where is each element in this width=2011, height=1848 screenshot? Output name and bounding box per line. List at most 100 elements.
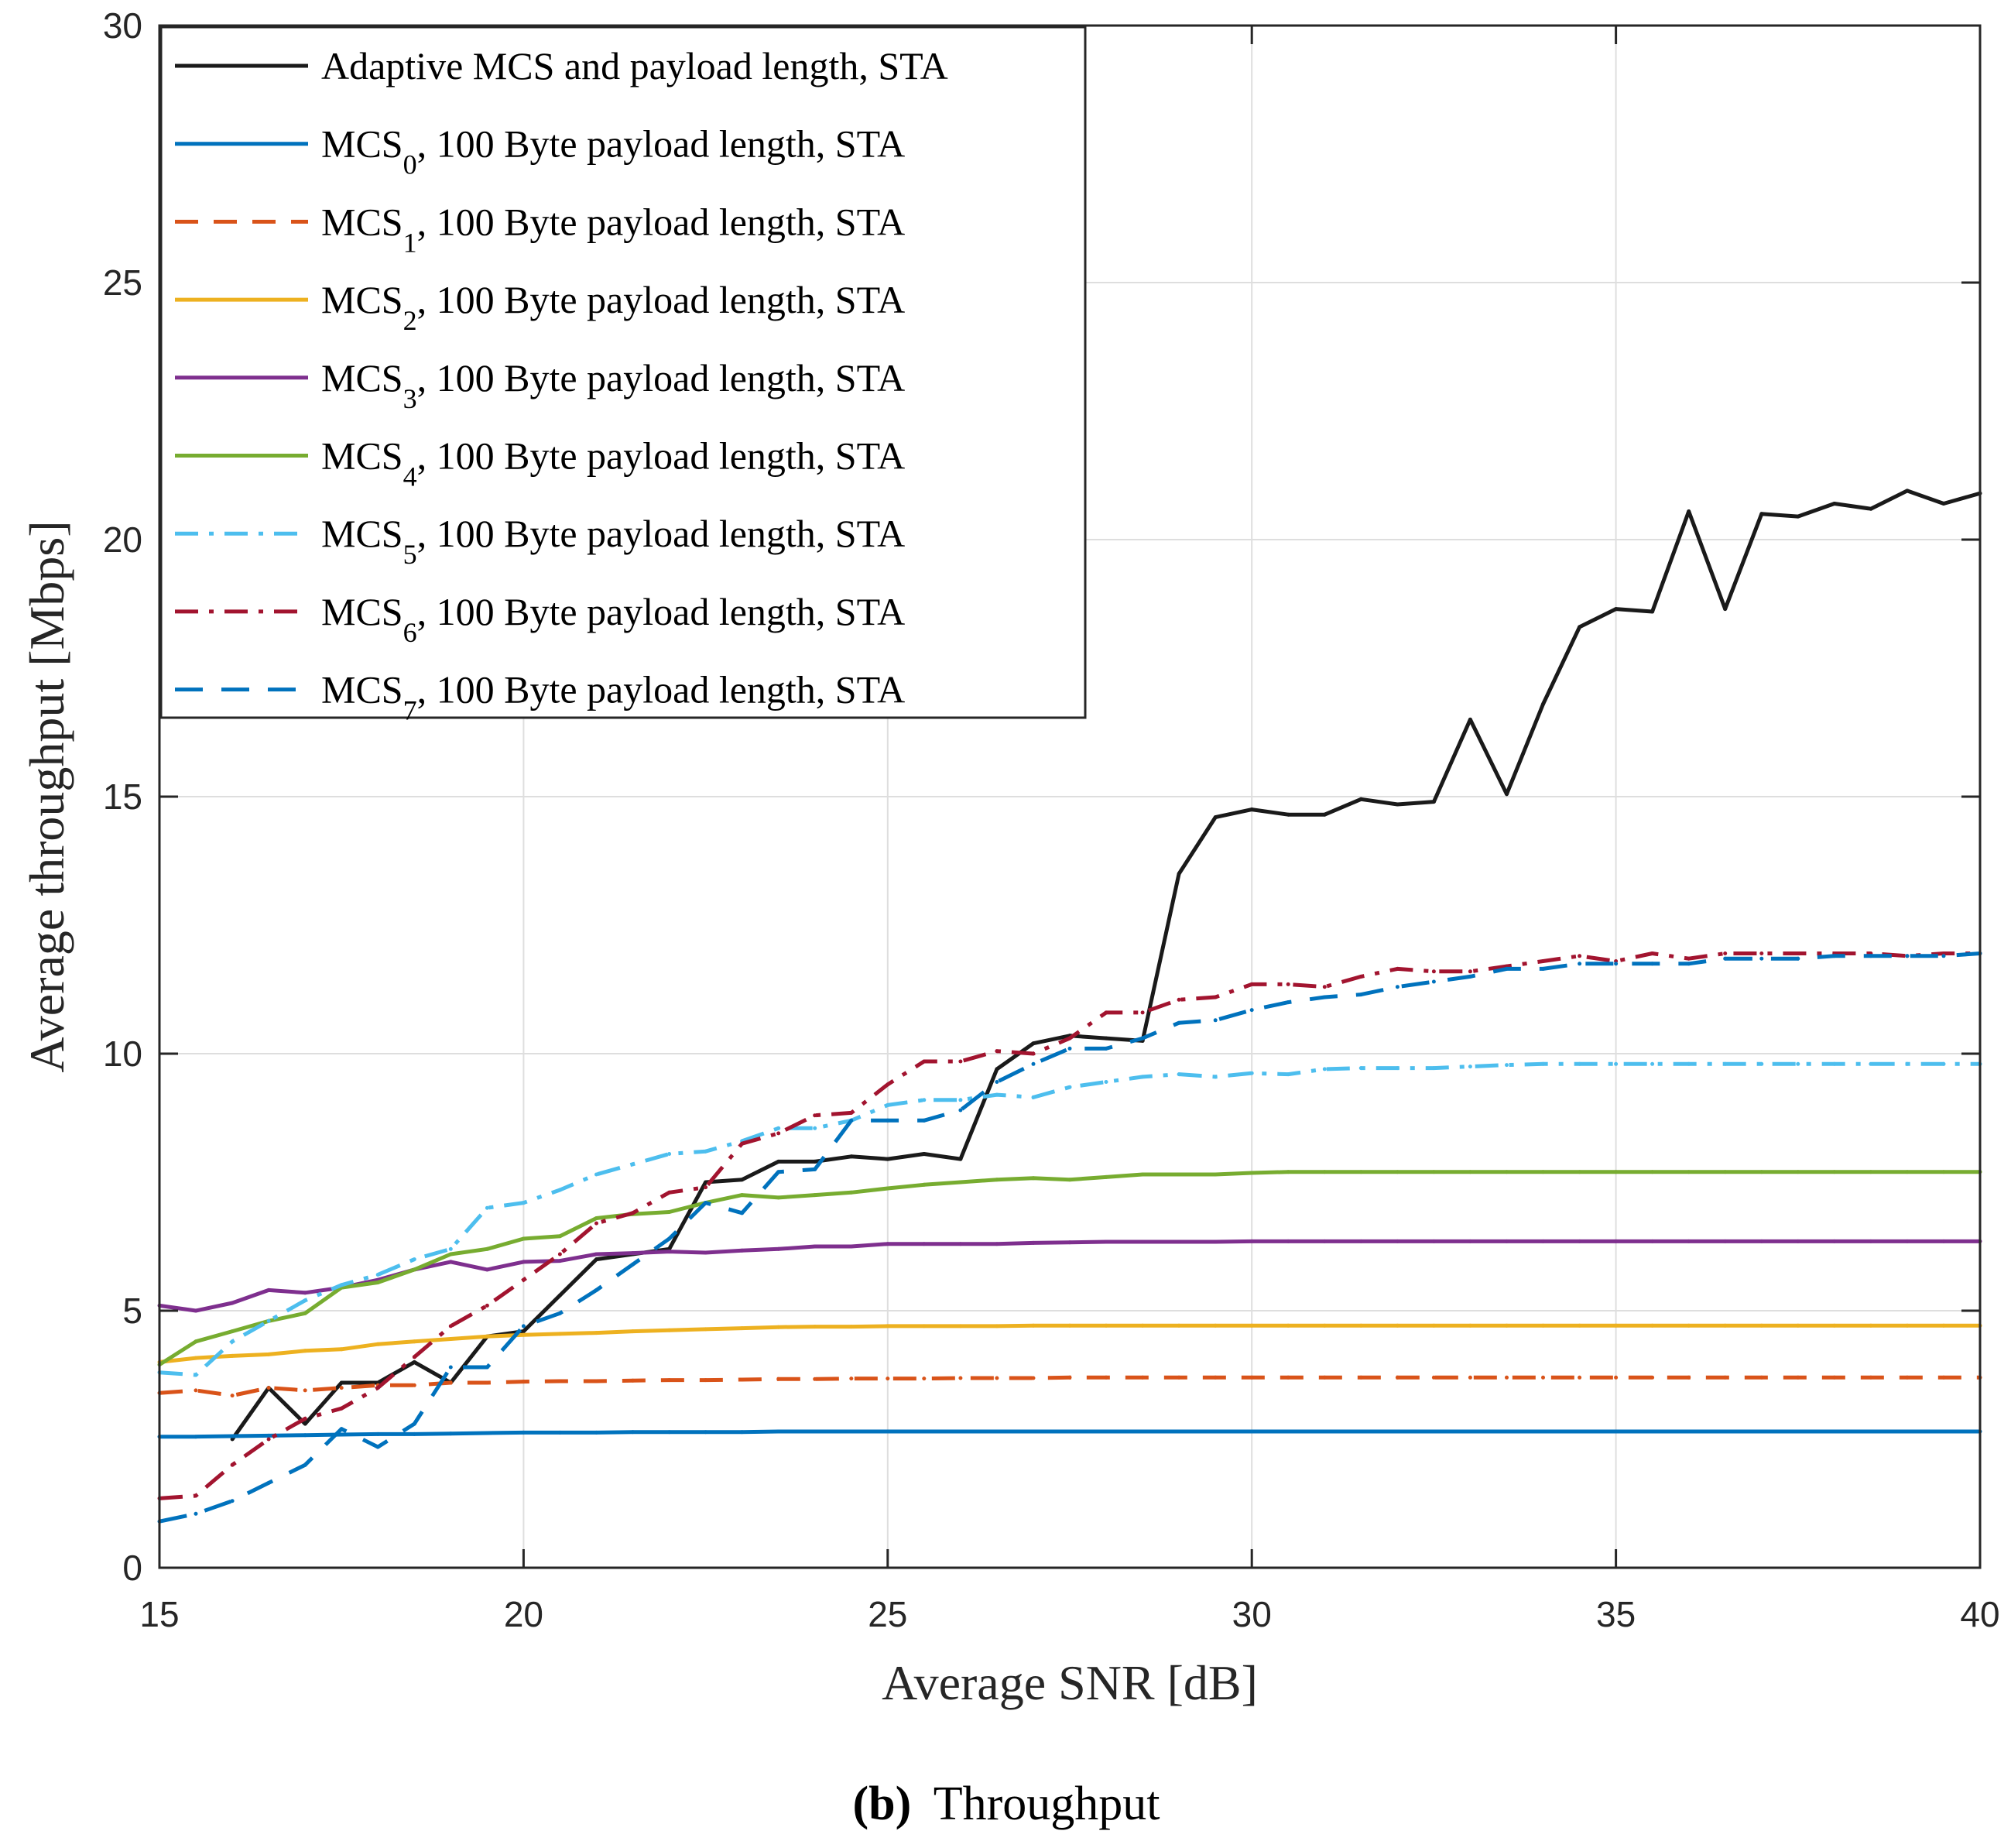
data-point: [704, 1378, 708, 1383]
data-point: [1796, 1375, 1800, 1380]
data-point: [704, 1327, 708, 1332]
data-point: [594, 1379, 598, 1383]
data-point: [667, 1190, 672, 1195]
data-point: [1395, 802, 1399, 807]
data-point: [266, 1437, 271, 1442]
legend-label: MCS3, 100 Byte payload length, STA: [321, 356, 905, 414]
data-point: [1322, 1239, 1327, 1243]
data-point: [958, 1429, 963, 1434]
data-point: [1687, 1061, 1691, 1066]
data-point: [995, 1376, 999, 1380]
data-point: [448, 1252, 453, 1257]
data-point: [1796, 1170, 1800, 1174]
data-point: [557, 1430, 562, 1435]
data-point: [1905, 1375, 1910, 1380]
data-point: [485, 1246, 489, 1251]
data-point: [886, 1157, 890, 1161]
data-point: [922, 1152, 927, 1156]
data-point: [1578, 954, 1582, 958]
data-point: [1650, 1429, 1655, 1434]
data-point: [375, 1431, 380, 1436]
data-point: [1578, 962, 1582, 966]
data-point: [303, 1291, 307, 1295]
data-point: [1031, 1041, 1036, 1046]
data-point: [849, 1325, 854, 1329]
caption-letter: (b): [853, 1778, 912, 1830]
data-point: [1431, 1239, 1436, 1243]
data-point: [631, 1378, 635, 1383]
data-point: [1067, 1240, 1072, 1245]
data-point: [485, 1380, 489, 1385]
data-point: [1905, 1239, 1910, 1243]
data-point: [1286, 1072, 1290, 1077]
data-point: [230, 1499, 235, 1503]
data-point: [521, 1324, 526, 1329]
data-point: [667, 1430, 672, 1435]
data-point: [849, 1118, 854, 1123]
data-point: [813, 1126, 817, 1130]
data-point: [1213, 1018, 1218, 1023]
data-point: [1650, 1375, 1655, 1380]
data-point: [813, 1377, 817, 1381]
data-point: [1468, 717, 1472, 722]
data-point: [1832, 954, 1837, 958]
data-point: [1650, 962, 1655, 966]
data-point: [194, 1356, 198, 1360]
data-point: [1249, 1008, 1254, 1013]
data-point: [1249, 1239, 1254, 1243]
x-tick-label: 25: [868, 1594, 907, 1634]
data-point: [813, 1159, 817, 1164]
data-point: [448, 1337, 453, 1341]
data-point: [1941, 1170, 1946, 1174]
data-point: [922, 1377, 927, 1381]
data-point: [1249, 1429, 1254, 1434]
data-point: [1723, 1323, 1728, 1328]
series-5: [157, 1170, 1982, 1367]
data-point: [995, 1324, 999, 1329]
data-point: [849, 1154, 854, 1159]
data-point: [1614, 1170, 1619, 1174]
data-point: [1941, 1239, 1946, 1243]
data-point: [194, 1373, 198, 1377]
data-point: [1941, 1429, 1946, 1434]
data-point: [1650, 951, 1655, 955]
data-point: [995, 1080, 999, 1084]
data-point: [1067, 1323, 1072, 1328]
data-point: [631, 1430, 635, 1435]
data-point: [631, 1162, 635, 1167]
data-point: [1286, 1429, 1290, 1434]
data-point: [230, 1301, 235, 1305]
data-point: [194, 1388, 198, 1393]
data-point: [1796, 1239, 1800, 1243]
data-point: [1869, 1375, 1873, 1380]
data-point: [375, 1281, 380, 1284]
data-point: [1687, 1170, 1691, 1174]
data-point: [1723, 607, 1728, 612]
data-point: [1869, 1239, 1873, 1243]
data-point: [958, 1059, 963, 1064]
data-point: [958, 1098, 963, 1102]
data-point: [886, 1082, 890, 1087]
data-point: [1941, 1061, 1946, 1066]
data-point: [740, 1211, 745, 1215]
data-point: [1650, 1061, 1655, 1066]
data-point: [1468, 1323, 1472, 1328]
data-point: [230, 1329, 235, 1334]
data-point: [776, 1195, 781, 1200]
data-point: [521, 1277, 526, 1282]
data-point: [1759, 1061, 1764, 1066]
data-point: [1723, 1061, 1728, 1066]
data-point: [1905, 1429, 1910, 1434]
data-point: [1031, 1051, 1036, 1056]
data-point: [1249, 1323, 1254, 1328]
data-point: [594, 1216, 598, 1220]
data-point: [303, 1421, 307, 1426]
legend: Adaptive MCS and payload length, STA MCS0…: [159, 26, 1087, 726]
data-point: [1832, 1323, 1837, 1328]
axis-ticks: 15 20 25 30 35 40 0 5 10 15 20 25 30: [103, 5, 2000, 1634]
data-point: [1759, 1429, 1764, 1434]
data-point: [594, 1257, 598, 1262]
data-point: [194, 1511, 198, 1516]
data-point: [1104, 1239, 1108, 1244]
data-point: [1723, 1170, 1728, 1174]
